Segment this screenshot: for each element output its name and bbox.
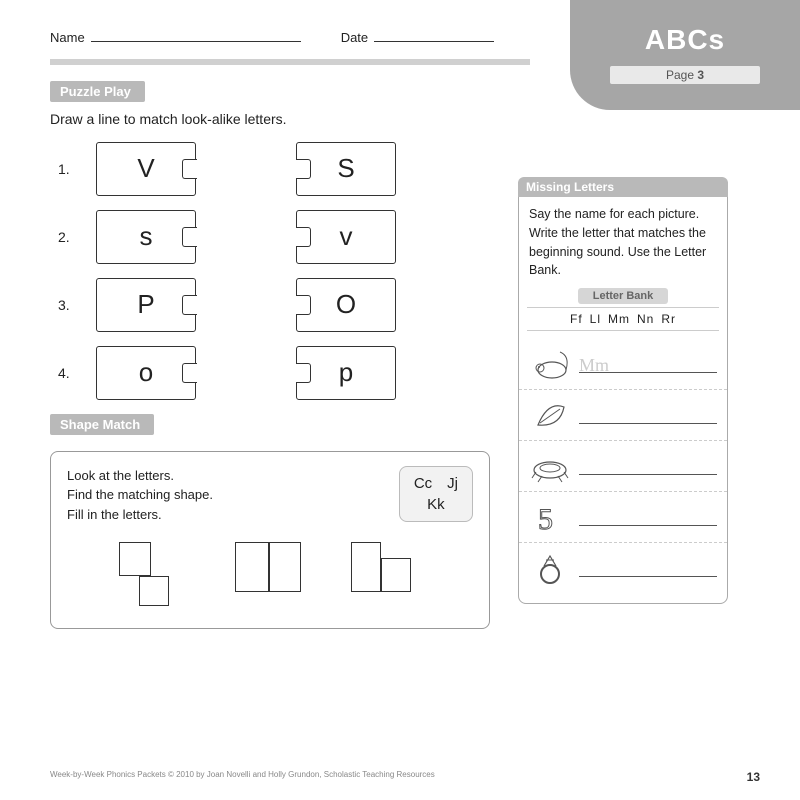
row-number: 3. [58,297,76,313]
letter-write-line[interactable] [579,508,717,526]
unit-page-badge: Page 3 [610,66,760,84]
shape-target[interactable] [119,542,189,608]
puzzle-piece-left[interactable]: P [96,278,196,332]
mouse-icon [529,345,571,383]
letter-write-line[interactable] [579,457,717,475]
svg-text:5: 5 [538,503,553,535]
letter-bank-tag: Letter Bank [578,288,668,304]
puzzle-piece-right[interactable]: O [296,278,396,332]
footer-page-number: 13 [747,770,760,784]
unit-tab: ABCs Page 3 [570,0,800,110]
puzzle-piece-left[interactable]: s [96,210,196,264]
picture-row: 5 [519,492,727,543]
letter-write-line[interactable] [579,559,717,577]
picture-row [519,543,727,593]
picture-row: Mm [519,339,727,390]
page-footer: Week-by-Week Phonics Packets © 2010 by J… [50,770,760,784]
date-input-line[interactable] [374,41,494,42]
row-number: 1. [58,161,76,177]
date-field: Date [341,30,494,45]
name-field: Name [50,30,301,45]
letter-write-line[interactable] [579,406,717,424]
shape-target[interactable] [351,542,421,608]
puzzle-piece-right[interactable]: v [296,210,396,264]
nest-icon [529,447,571,485]
row-number: 4. [58,365,76,381]
ring-icon [529,549,571,587]
picture-row [519,390,727,441]
row-number: 2. [58,229,76,245]
header-divider [50,59,530,65]
leaf-icon [529,396,571,434]
unit-title: ABCs [570,24,800,56]
puzzle-row: 1. V S [58,142,490,196]
puzzle-piece-right[interactable]: S [296,142,396,196]
picture-row [519,441,727,492]
five-icon: 5 [529,498,571,536]
shape-instruction: Look at the letters. Find the matching s… [67,466,383,525]
puzzle-piece-left[interactable]: V [96,142,196,196]
shape-targets [67,542,473,608]
puzzle-row: 4. o p [58,346,490,400]
puzzle-rows: 1. V S 2. s v 3. P O 4. o p [58,142,490,400]
shape-target[interactable] [235,542,305,608]
puzzle-row: 3. P O [58,278,490,332]
missing-instruction: Say the name for each picture. Write the… [519,205,727,288]
name-input-line[interactable] [91,41,301,42]
letter-write-line[interactable]: Mm [579,355,717,373]
shape-match-box: Look at the letters. Find the matching s… [50,451,490,630]
missing-letters-tag: Missing Letters [518,177,728,197]
puzzle-play-tag: Puzzle Play [50,81,145,102]
shape-match-tag: Shape Match [50,414,154,435]
puzzle-row: 2. s v [58,210,490,264]
letter-bank-letters: Ff Ll Mm Nn Rr [527,307,719,331]
puzzle-instruction: Draw a line to match look-alike letters. [50,110,490,130]
shape-letter-bank: Cc Jj Kk [399,466,473,522]
footer-credit: Week-by-Week Phonics Packets © 2010 by J… [50,770,435,784]
missing-letters-box: Missing Letters Say the name for each pi… [518,177,728,604]
puzzle-piece-left[interactable]: o [96,346,196,400]
puzzle-piece-right[interactable]: p [296,346,396,400]
